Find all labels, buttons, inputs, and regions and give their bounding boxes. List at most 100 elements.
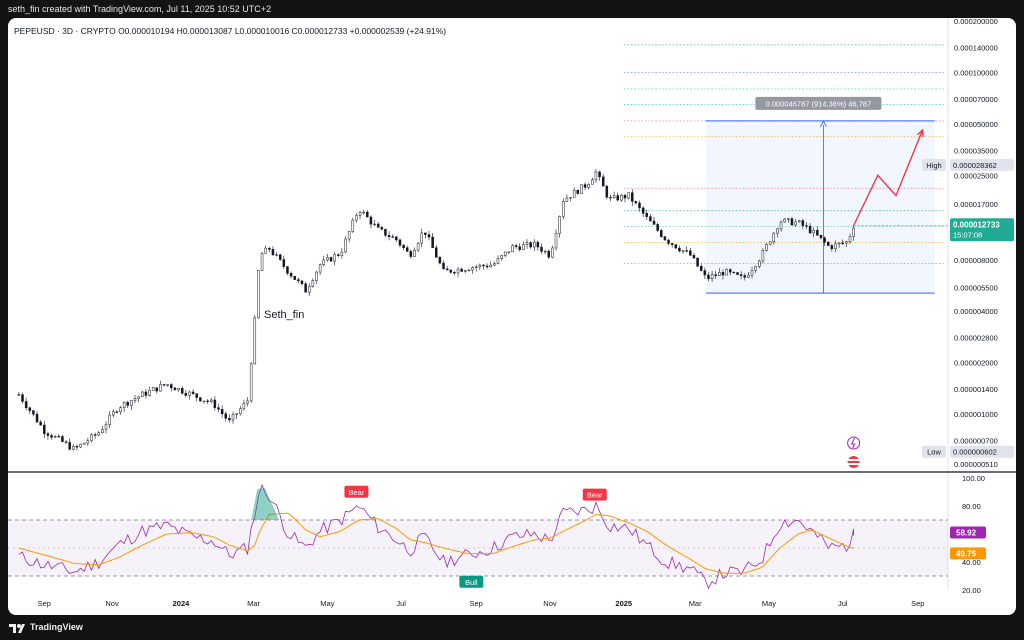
candle-body (489, 264, 492, 268)
candle-body (21, 394, 24, 402)
candle-body (130, 400, 133, 406)
candle-body (685, 250, 688, 252)
candle-body (801, 220, 805, 226)
candle-body (43, 424, 46, 434)
candle-body (551, 247, 554, 258)
candle-body (322, 259, 326, 265)
candle-body (623, 194, 627, 199)
candle-body (699, 265, 703, 271)
candle-body (718, 272, 721, 276)
candle-body (307, 286, 311, 293)
price-tick-label: 0.000070000 (954, 95, 998, 104)
candle-body (264, 247, 267, 254)
candle-body (529, 242, 532, 248)
candle-body (543, 250, 547, 253)
low-tag-label: Low (927, 448, 941, 457)
candle-body (841, 242, 844, 245)
candle-body (239, 408, 242, 414)
projection-arrowhead (916, 128, 924, 138)
price-tick-label: 0.000000700 (954, 437, 998, 446)
candle-body (449, 269, 453, 273)
candle-body (649, 216, 652, 222)
candle-body (249, 363, 253, 402)
candle-body (634, 201, 638, 204)
candle-body (293, 275, 296, 280)
candle-body (507, 251, 511, 253)
chart-svg[interactable]: PEPEUSD · 3D · CRYPTO O0.000010194 H0.00… (8, 18, 1016, 615)
signal-tag-box-1 (459, 575, 484, 588)
rsi-tick-label: 80.00 (962, 502, 981, 511)
rsi-last-label-rsi_ma: 49.75 (956, 549, 977, 558)
candle-body (638, 202, 641, 209)
candle-body (620, 194, 623, 201)
candle-body (300, 280, 304, 284)
candle-body (710, 274, 714, 280)
candle-body (845, 241, 848, 244)
candle-body (326, 257, 329, 261)
candle-body (758, 260, 761, 267)
candle-body (725, 269, 728, 276)
candle-body (772, 232, 776, 243)
watermark-text: Seth_fin (264, 309, 304, 321)
candle-body (391, 236, 394, 238)
candle-body (797, 220, 801, 223)
candle-body (591, 179, 594, 185)
candle-body (580, 184, 583, 194)
candle-body (743, 275, 747, 278)
candle-body (565, 197, 569, 202)
candle-body (779, 221, 783, 230)
candle-body (195, 393, 198, 398)
candle-body (384, 228, 387, 236)
candle-body (576, 189, 580, 194)
candle-body (358, 212, 362, 216)
time-tick-label: May (320, 599, 334, 608)
chart-panel[interactable]: PEPEUSD · 3D · CRYPTO O0.000010194 H0.00… (8, 18, 1016, 615)
candles-group (17, 168, 855, 451)
candle-body (540, 246, 543, 252)
candle-body (616, 195, 619, 201)
candle-body (547, 250, 551, 258)
candle-body (424, 232, 427, 235)
candle-body (53, 436, 57, 438)
candle-body (445, 268, 449, 271)
candle-body (224, 413, 228, 419)
tradingview-logo-icon (9, 623, 25, 633)
candle-body (271, 249, 275, 256)
candle-body (812, 230, 815, 234)
candle-body (522, 244, 525, 250)
credit-bar: seth_fin created with TradingView.com, J… (8, 0, 1016, 18)
candle-body (500, 255, 503, 259)
candle-body (112, 411, 115, 416)
candle-body (790, 218, 794, 226)
price-tick-label: 0.000025000 (954, 171, 998, 180)
candle-body (721, 272, 725, 276)
candle-body (525, 242, 529, 245)
candle-body (405, 247, 409, 252)
candle-body (141, 391, 144, 397)
candle-body (28, 407, 32, 411)
candle-body (656, 224, 659, 231)
candle-body (485, 265, 489, 268)
candle-body (471, 267, 474, 271)
candle-body (228, 417, 231, 421)
price-tick-label: 0.000017000 (954, 200, 998, 209)
candle-body (739, 274, 743, 276)
candle-body (115, 411, 119, 413)
candle-body (199, 397, 202, 402)
candle-body (416, 242, 420, 251)
candle-body (235, 413, 238, 415)
candle-body (609, 196, 612, 199)
screenshot-frame: seth_fin created with TradingView.com, J… (8, 0, 1016, 640)
candle-body (369, 216, 373, 225)
candle-body (75, 445, 79, 448)
rsi-series-rsi (18, 483, 855, 590)
candle-body (728, 269, 732, 273)
candle-body (180, 387, 184, 394)
us-flag-stripe (847, 459, 860, 461)
candle-body (166, 384, 169, 386)
candle-body (641, 207, 645, 214)
symbol-ohlc-line: PEPEUSD · 3D · CRYPTO O0.000010194 H0.00… (14, 26, 446, 36)
candle-body (819, 234, 823, 239)
measure-label: 0.000046787 (914.36%) 46,787 (766, 99, 872, 108)
price-tick-label: 0.000001400 (954, 385, 998, 394)
